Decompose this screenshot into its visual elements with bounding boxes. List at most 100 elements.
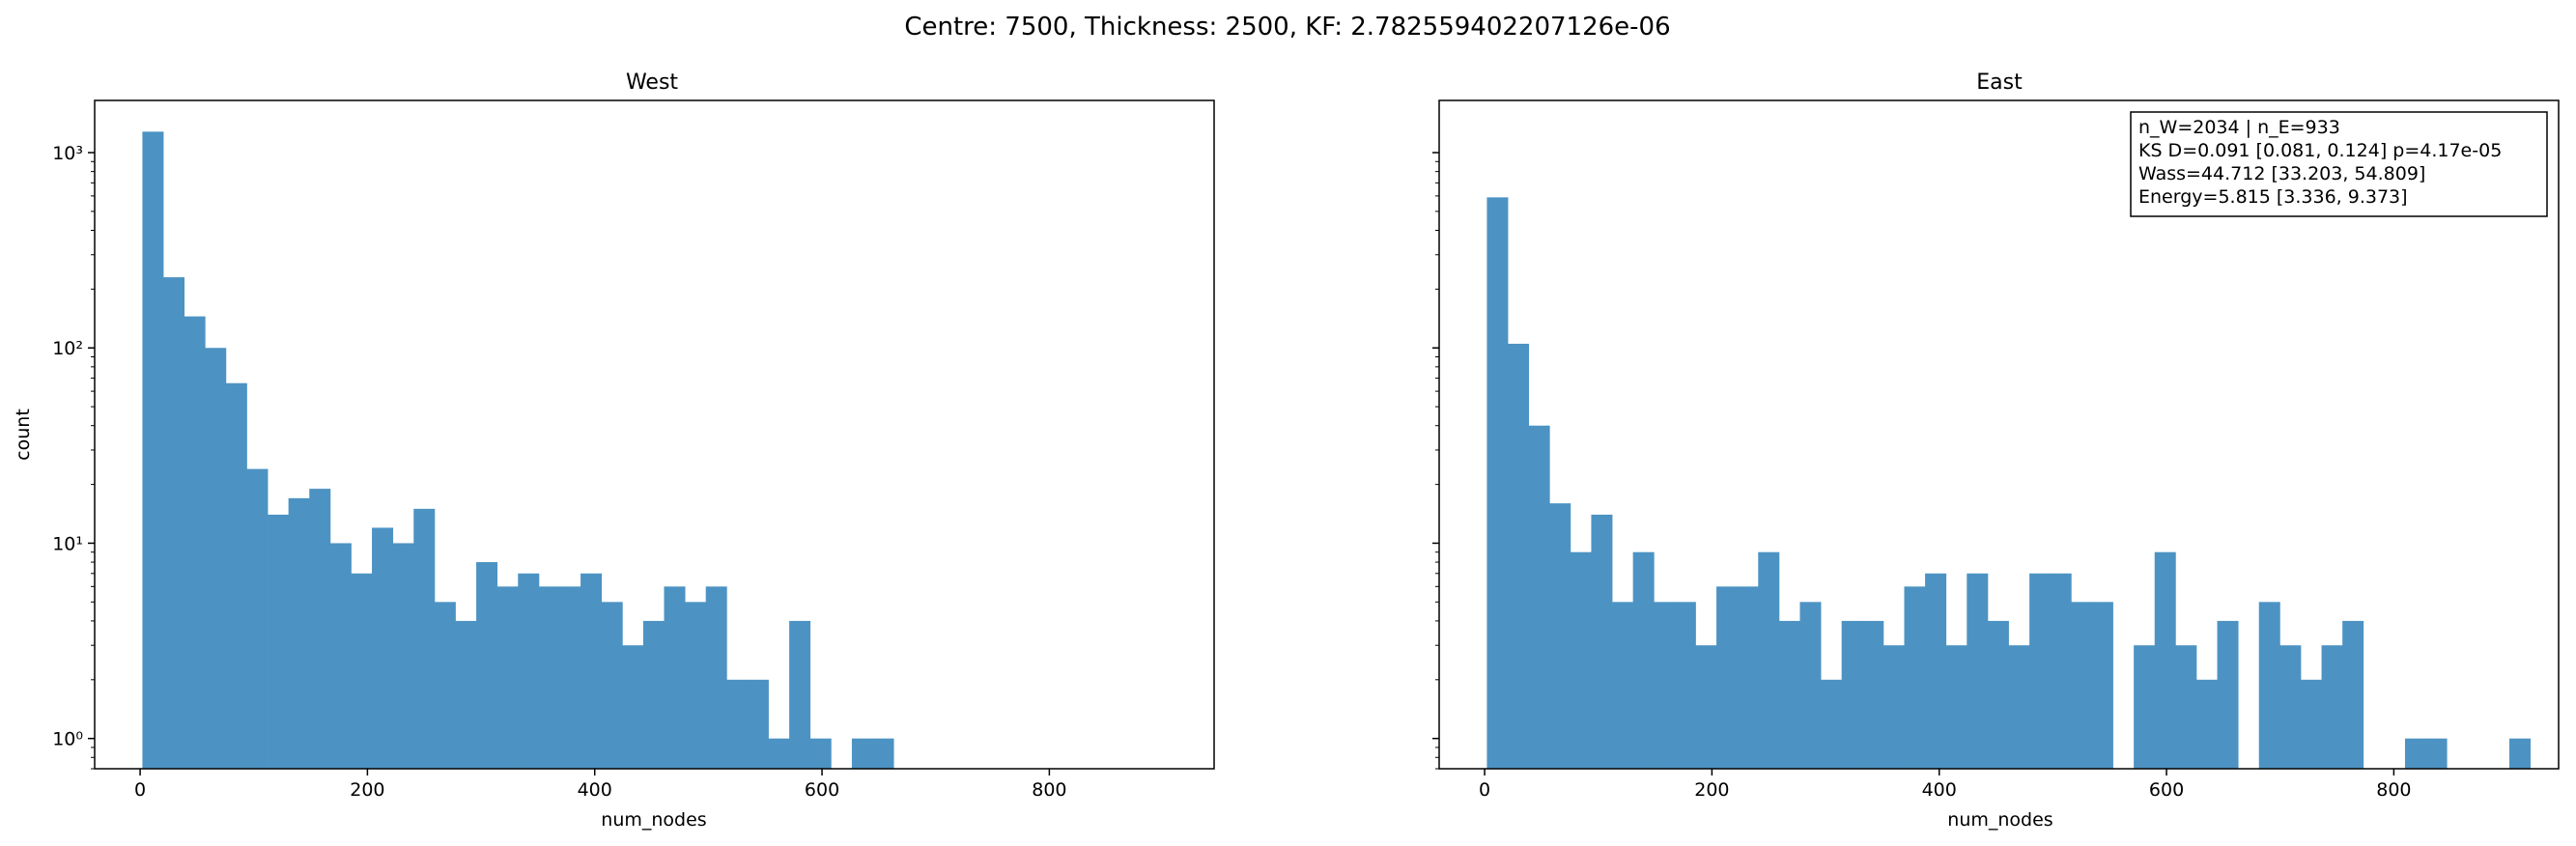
east-x-ticks: 0 200 400 600 800 [1479,769,2412,801]
west-histogram-bar [851,738,873,769]
west-x-tick-label: 600 [805,779,839,801]
west-histogram-bar [809,738,832,769]
east-bars [1486,197,2531,769]
west-histogram-bar [372,527,394,769]
east-histogram-bar [2342,620,2364,769]
west-histogram-bar [872,738,894,769]
stats-line-energy: Energy=5.815 [3.336, 9.373] [2138,186,2408,208]
west-histogram-bar [685,602,707,769]
east-histogram-bar [1654,602,1676,769]
west-histogram-bar [664,586,686,769]
east-histogram-bar [1862,620,1884,769]
east-x-tick-label: 200 [1694,779,1729,801]
east-x-tick-label: 0 [1479,779,1490,801]
east-histogram-bar [1987,620,2009,769]
east-histogram-bar [1778,620,1800,769]
east-histogram-bar [2279,645,2302,769]
west-x-tick-label: 400 [578,779,612,801]
west-histogram-bar [413,508,436,769]
west-y-tick-label: 10³ [52,143,83,164]
west-histogram-bar [789,620,811,769]
west-histogram-bar [392,543,414,769]
stats-legend-frame [2130,111,2548,217]
west-histogram-bar [538,586,560,769]
east-histogram-bar [1737,586,1759,769]
east-axes-frame [1438,99,2560,770]
west-histogram-bar [705,586,727,769]
east-histogram: East 0 200 400 600 800 num_nodes n_W=2034 | … [1432,70,2560,831]
east-histogram-bar [1799,602,1822,769]
west-histogram-bar [329,543,352,769]
west-histogram-bar [747,679,769,769]
west-histogram-bar [288,497,310,769]
east-histogram-bar [2071,602,2093,769]
east-histogram-bar [2091,602,2113,769]
east-histogram-bar [2134,645,2156,769]
east-histogram-bar [1758,551,1780,769]
east-histogram-bar [1695,645,1717,769]
east-x-axis-label: num_nodes [1947,809,2052,831]
west-histogram-bar [205,348,227,769]
west-y-tick-label: 10⁰ [52,729,83,750]
west-histogram-bar [268,514,290,769]
east-histogram-bar [1945,645,1967,769]
stats-line-counts: n_W=2034 | n_E=933 [2138,117,2340,138]
west-y-tick-label: 10² [52,338,83,359]
east-histogram-bar [2175,645,2197,769]
east-histogram-bar [1716,586,1739,769]
west-histogram-bar [768,738,790,769]
east-histogram-bar [2508,738,2531,769]
east-histogram-bar [1549,503,1571,769]
west-y-ticks: 10⁰ 10¹ 10² 10³ [52,143,95,770]
east-histogram-bar [1570,551,1592,769]
west-histogram-bar [163,277,185,769]
east-histogram-bar [2195,679,2218,769]
west-histogram-bar [455,620,477,769]
west-histogram-bar [309,489,331,769]
east-histogram-bar [1841,620,1863,769]
west-histogram-bar [225,382,247,769]
west-x-tick-label: 200 [350,779,384,801]
west-y-axis-label: count [13,409,34,461]
east-histogram-bar [2404,738,2426,769]
east-histogram-bar [1486,197,1509,769]
stats-legend-box: n_W=2034 | n_E=933 KS D=0.091 [0.081, 0.… [2130,111,2548,217]
east-histogram-bar [1508,343,1530,769]
east-histogram-bar [2154,551,2176,769]
east-x-tick-label: 600 [2149,779,2184,801]
west-histogram-bar [142,131,164,769]
east-x-tick-label: 800 [2376,779,2411,801]
west-histogram-bar [726,679,749,769]
east-histogram-bar [1591,514,1613,769]
east-histogram-bar [1612,602,1634,769]
east-histogram-bar [2425,738,2448,769]
west-bars [142,131,894,769]
east-y-ticks [1432,152,1439,770]
west-histogram-bar [246,468,269,769]
east-histogram-bar [1925,573,1947,769]
east-x-tick-label: 400 [1922,779,1957,801]
east-histogram-bar [2008,645,2030,769]
stats-line-ks: KS D=0.091 [0.081, 0.124] p=4.17e-05 [2138,140,2502,161]
west-histogram-bar [518,573,540,769]
west-axes-frame [94,99,1215,770]
east-title: East [1976,70,2023,95]
east-histogram-bar [1632,551,1655,769]
east-histogram-bar [2321,645,2343,769]
east-histogram-bar [1967,573,1989,769]
east-histogram-bar [2217,620,2239,769]
west-histogram: West 0 200 400 600 800 10⁰ 10¹ 10² 10³ num_node… [13,70,1215,831]
east-histogram-bar [1821,679,1843,769]
east-histogram-bar [2300,679,2322,769]
west-histogram-bar [184,316,206,769]
west-title: West [626,70,678,95]
east-histogram-bar [2258,602,2280,769]
west-histogram-bar [559,586,581,769]
east-histogram-bar [1904,586,1926,769]
west-x-axis-label: num_nodes [601,809,706,831]
figure-suptitle: Centre: 7500, Thickness: 2500, KF: 2.782… [904,13,1670,42]
stats-line-wasserstein: Wass=44.712 [33.203, 54.809] [2138,163,2425,184]
west-x-tick-label: 0 [134,779,146,801]
west-histogram-bar [496,586,519,769]
